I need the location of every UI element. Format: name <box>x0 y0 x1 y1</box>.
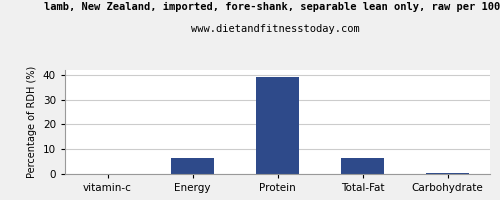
Bar <box>426 173 469 174</box>
Y-axis label: Percentage of RDH (%): Percentage of RDH (%) <box>28 66 38 178</box>
Text: lamb, New Zealand, imported, fore-shank, separable lean only, raw per 100g: lamb, New Zealand, imported, fore-shank,… <box>44 2 500 12</box>
Text: www.dietandfitnesstoday.com: www.dietandfitnesstoday.com <box>190 24 360 34</box>
Bar <box>341 158 384 174</box>
Bar <box>256 77 299 174</box>
Bar <box>171 158 214 174</box>
